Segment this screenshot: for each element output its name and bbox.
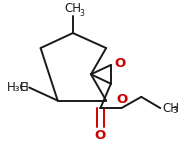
Text: 3: 3 — [173, 106, 177, 115]
Text: CH: CH — [162, 102, 179, 115]
Text: O: O — [117, 93, 128, 106]
Text: CH: CH — [64, 2, 81, 15]
Text: H: H — [19, 81, 28, 94]
Text: O: O — [115, 57, 126, 70]
Text: 3: 3 — [79, 9, 84, 18]
Text: O: O — [95, 129, 106, 142]
Text: H₃C: H₃C — [7, 81, 28, 94]
